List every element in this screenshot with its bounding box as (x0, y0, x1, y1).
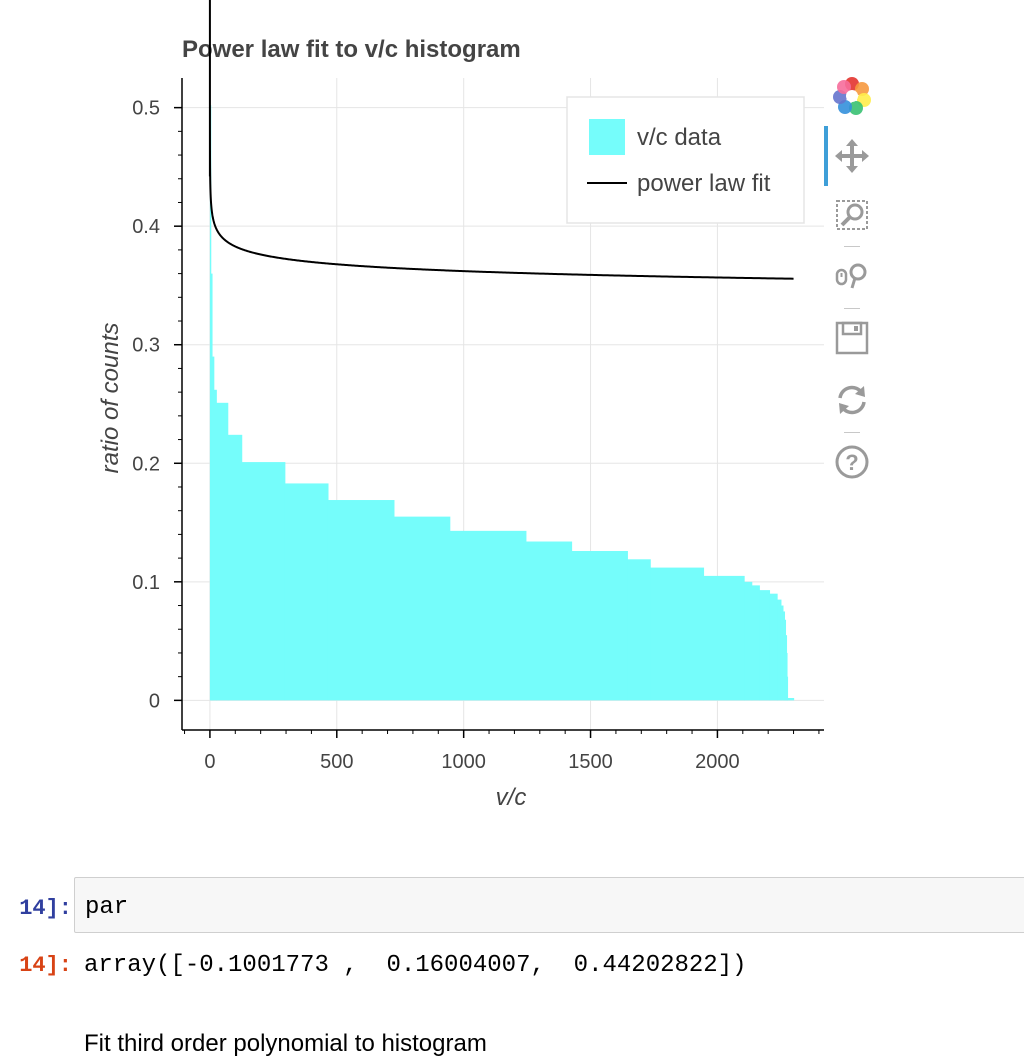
reset-icon[interactable] (832, 380, 872, 420)
histogram-bar[interactable] (751, 585, 760, 701)
histogram-bar[interactable] (785, 635, 788, 701)
box-zoom-icon[interactable] (832, 194, 872, 234)
histogram-bar[interactable] (449, 530, 527, 701)
code-input-cell[interactable]: par (74, 877, 1024, 933)
toolbar-separator (844, 432, 860, 433)
histogram-bar[interactable] (744, 581, 753, 701)
histogram-bar[interactable] (211, 356, 215, 701)
y-tick-label: 0.1 (132, 572, 160, 594)
histogram-bar[interactable] (777, 599, 782, 701)
histogram-bar[interactable] (627, 559, 651, 701)
code-input[interactable]: par (85, 894, 129, 921)
x-tick-label: 1500 (568, 751, 613, 773)
histogram-bar[interactable] (787, 697, 795, 701)
histogram-bar[interactable] (782, 611, 786, 701)
histogram-bar[interactable] (327, 500, 395, 701)
histogram-bar[interactable] (759, 590, 771, 701)
histogram-bar[interactable] (769, 593, 778, 701)
x-tick-label: 1000 (441, 751, 486, 773)
histogram-bar[interactable] (284, 483, 329, 701)
histogram-bar[interactable] (784, 619, 787, 701)
histogram-bar[interactable] (210, 273, 213, 701)
help-icon[interactable]: ? (832, 442, 872, 482)
histogram-bar[interactable] (393, 516, 451, 701)
histogram-bar[interactable] (650, 567, 705, 701)
svg-text:?: ? (845, 450, 858, 475)
x-tick-label: 2000 (695, 751, 740, 773)
histogram-bar[interactable] (571, 550, 628, 701)
y-tick-label: 0.5 (132, 98, 160, 120)
wheel-zoom-icon[interactable] (832, 256, 872, 296)
histogram-bar[interactable] (703, 575, 745, 701)
chart-toolbar: ? (824, 74, 884, 494)
y-tick-label: 0.2 (132, 453, 160, 475)
output-prompt: 14]: (19, 953, 72, 978)
toolbar-separator (844, 308, 860, 309)
histogram-bar[interactable] (786, 676, 789, 701)
y-tick-label: 0.4 (132, 216, 160, 238)
histogram-bar[interactable] (525, 541, 573, 701)
histogram-bar[interactable] (227, 434, 243, 701)
code-output: array([-0.1001773 , 0.16004007, 0.442028… (84, 952, 747, 979)
legend-swatch-v-c-data (589, 119, 625, 155)
histogram-bar[interactable] (213, 389, 217, 701)
legend-label: v/c data (637, 124, 722, 151)
active-tool-indicator (824, 126, 828, 186)
power-law-fit-line[interactable] (208, 0, 794, 280)
chart-plot[interactable]: 0 0.1 0.2 0.3 0.4 0.5 0 500 1000 1500 2000 v/c ratio… (0, 0, 1024, 820)
chart-title: Power law fit to v/c histogram (182, 36, 521, 63)
pan-icon[interactable] (832, 136, 872, 176)
y-tick-label: 0 (149, 690, 160, 712)
legend-box (566, 96, 805, 224)
histogram-bar[interactable] (241, 462, 286, 701)
save-icon[interactable] (832, 318, 872, 358)
markdown-text: Fit third order polynomial to histogram (84, 1030, 487, 1057)
y-axis-label: ratio of counts (97, 323, 124, 474)
x-axis-label: v/c (496, 784, 527, 811)
legend-label: power law fit (637, 170, 771, 197)
bokeh-logo-icon[interactable] (832, 76, 872, 116)
input-prompt: 14]: (19, 896, 72, 921)
toolbar-separator (844, 246, 860, 247)
histogram-bar[interactable] (780, 605, 784, 701)
y-tick-label: 0.3 (132, 335, 160, 357)
x-tick-label: 0 (204, 751, 215, 773)
histogram-bar[interactable] (216, 402, 229, 701)
histogram-bar[interactable] (209, 105, 212, 701)
x-tick-label: 500 (320, 751, 353, 773)
